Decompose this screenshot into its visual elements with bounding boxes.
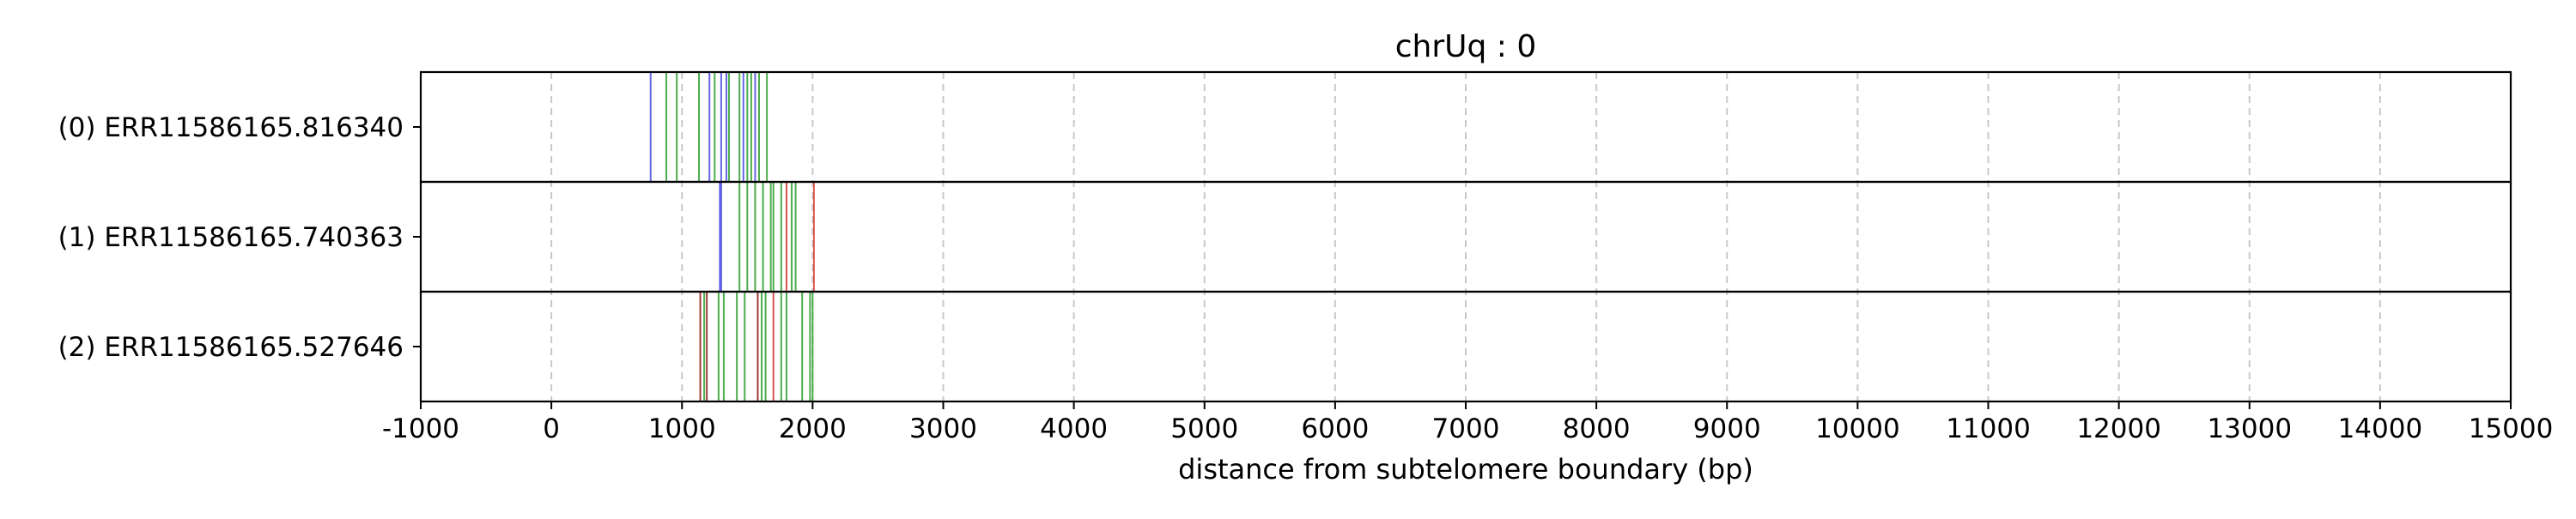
x-tick-label-6: 5000	[1170, 413, 1238, 444]
track-labels: (0) ERR11586165.816340 (1) ERR11586165.74…	[58, 112, 421, 363]
track-label-0: (0) ERR11586165.816340	[58, 112, 404, 143]
x-axis-ticks: -1000 0 1000 2000 3000 4000 5000 6000 7000 8000 90…	[382, 401, 2553, 444]
x-axis-label: distance from subtelomere boundary (bp)	[1178, 453, 1753, 486]
x-tick-label-15: 14000	[2338, 413, 2423, 444]
x-tick-label-0: -1000	[382, 413, 459, 444]
track-label-1: (1) ERR11586165.740363	[58, 222, 404, 253]
x-tick-label-1: 0	[543, 413, 560, 444]
chart-title: chrUq : 0	[1395, 29, 1537, 64]
x-tick-label-9: 8000	[1563, 413, 1631, 444]
x-tick-label-16: 15000	[2469, 413, 2554, 444]
x-tick-label-11: 10000	[1815, 413, 1900, 444]
x-tick-label-7: 6000	[1301, 413, 1369, 444]
x-tick-label-2: 1000	[648, 413, 716, 444]
grid-lines	[550, 72, 2381, 401]
x-tick-label-3: 2000	[779, 413, 847, 444]
x-tick-label-14: 13000	[2207, 413, 2292, 444]
track-marks	[649, 72, 815, 401]
x-tick-label-4: 3000	[909, 413, 977, 444]
x-tick-label-5: 4000	[1040, 413, 1108, 444]
x-tick-label-12: 11000	[1946, 413, 2031, 444]
x-tick-label-10: 9000	[1693, 413, 1761, 444]
x-tick-label-13: 12000	[2076, 413, 2161, 444]
track-label-2: (2) ERR11586165.527646	[58, 332, 404, 363]
x-tick-label-8: 7000	[1432, 413, 1500, 444]
